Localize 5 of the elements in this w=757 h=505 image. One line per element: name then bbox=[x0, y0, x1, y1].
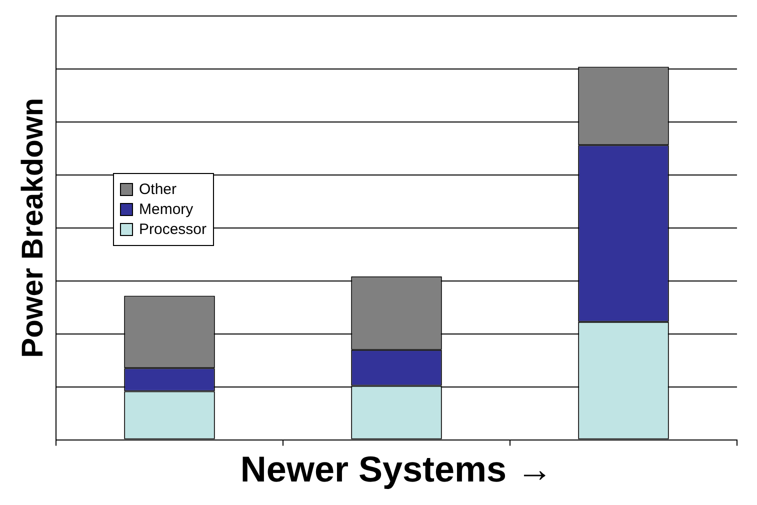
legend-label: Other bbox=[139, 181, 177, 198]
legend-label: Processor bbox=[139, 221, 207, 238]
x-axis-title: Newer Systems → bbox=[240, 448, 553, 490]
legend-label: Memory bbox=[139, 201, 194, 218]
y-axis-title: Power Breakdown bbox=[16, 98, 50, 358]
